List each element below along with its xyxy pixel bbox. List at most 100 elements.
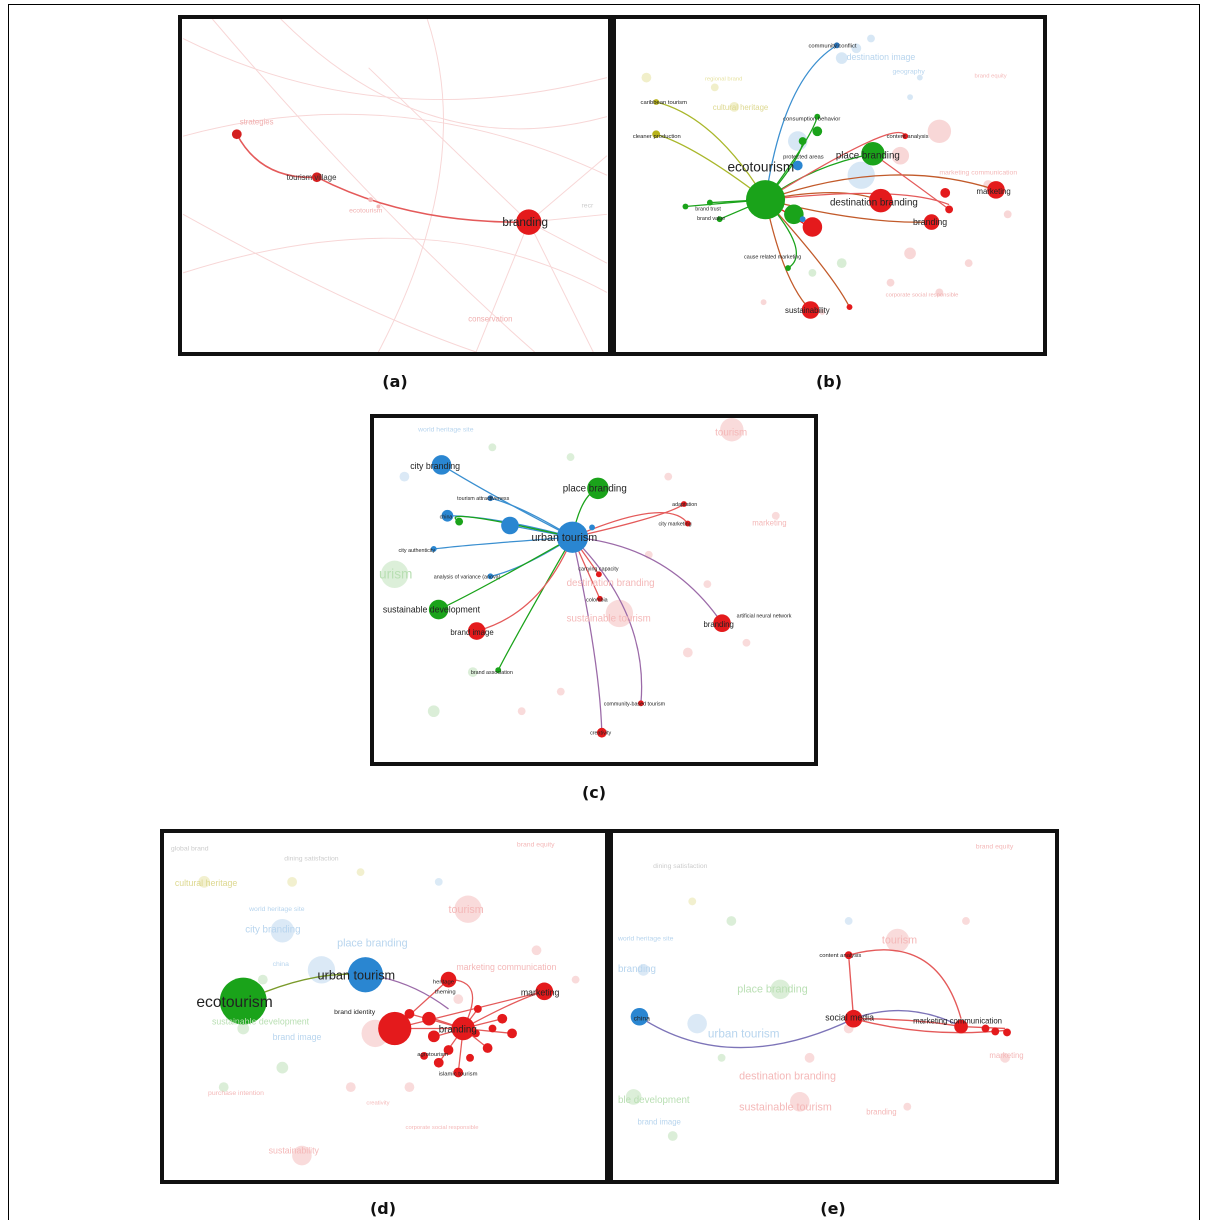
- label-brand-identity: brand identity: [334, 1009, 376, 1016]
- label-place-branding: place branding: [337, 937, 408, 949]
- node-consumer-behavior[interactable]: [814, 113, 821, 120]
- label-cause-related-marketing: cause related marketing: [744, 254, 801, 260]
- label-world-heritage-site: world heritage site: [417, 427, 474, 434]
- label-heritage: heritage: [433, 980, 454, 986]
- label-sustainable-development: sustainable development: [212, 1017, 310, 1027]
- label-marketing-communication: marketing communication: [939, 169, 1017, 176]
- label-brand-value: brand value: [697, 216, 725, 222]
- network-c: urban tourism city branding place brandi…: [379, 418, 792, 738]
- label-tourism: tourism: [882, 934, 917, 946]
- label-city-marketing: city marketing: [659, 522, 692, 528]
- label-sustainable-tourism: sustainable tourism: [567, 613, 651, 624]
- label-creativity: creativity: [366, 1101, 389, 1107]
- node-creativity[interactable]: [596, 727, 607, 738]
- node-city-branding[interactable]: [431, 455, 452, 475]
- node-social-media[interactable]: [844, 1009, 863, 1028]
- label-dining-satisfaction: dining satisfaction: [653, 863, 707, 870]
- label-world-heritage-site: world heritage site: [617, 936, 674, 943]
- node-strategies[interactable]: [231, 129, 242, 140]
- node-content-analysis[interactable]: [902, 133, 909, 140]
- label-marketing: marketing: [976, 187, 1010, 196]
- label-branding: branding: [913, 217, 947, 227]
- node-community-conflict[interactable]: [833, 42, 840, 49]
- panel-a: strategies tourism village branding ecot…: [178, 15, 612, 356]
- caption-b: (b): [815, 372, 843, 391]
- label-marketing-communication: marketing communication: [456, 962, 556, 972]
- node-ecotourism[interactable]: [219, 977, 267, 1025]
- node-brand-identity[interactable]: [404, 1008, 415, 1019]
- node-city-marketing[interactable]: [684, 520, 691, 527]
- node-china[interactable]: [441, 509, 454, 522]
- node-china[interactable]: [630, 1007, 649, 1026]
- network-d: ecotourism urban tourism branding market…: [171, 842, 580, 1166]
- label-branding: branding: [439, 1024, 477, 1035]
- label-place-branding: place branding: [737, 983, 808, 995]
- node-islamic-tourism[interactable]: [453, 1067, 464, 1078]
- node-brand-image[interactable]: [467, 622, 486, 640]
- label-tourism-partial: urism: [379, 566, 412, 581]
- node-ecotourism[interactable]: [746, 180, 786, 220]
- label-ecotourism: ecotourism: [727, 159, 794, 174]
- label-corporate-social-responsible: corporate social responsible: [406, 1125, 479, 1131]
- node-marketing[interactable]: [987, 181, 1005, 199]
- caption-a: (a): [382, 372, 408, 391]
- label-artificial-neural-network: artificial neural network: [737, 613, 792, 619]
- node-cause-related-marketing[interactable]: [785, 265, 791, 271]
- node-marketing[interactable]: [535, 982, 554, 1001]
- label-content-analysis: content analysis: [887, 134, 929, 140]
- label-world-heritage-site: world heritage site: [248, 906, 305, 913]
- label-purchase-intention: purchase intention: [208, 1090, 264, 1097]
- label-consumer-behavior: consumption behavior: [783, 117, 840, 123]
- node-protected-areas[interactable]: [798, 137, 807, 145]
- label-china: china: [440, 515, 453, 521]
- label-place-branding: place branding: [563, 483, 627, 494]
- node-agrotourism[interactable]: [433, 1057, 444, 1068]
- label-brand-image: brand image: [450, 628, 493, 637]
- node-carrying-capacity[interactable]: [595, 571, 602, 578]
- node-urban-tourism[interactable]: [347, 957, 384, 993]
- label-social-media: social media: [825, 1013, 874, 1023]
- node-branding[interactable]: [516, 209, 542, 235]
- node-analysis-of-variance[interactable]: [487, 573, 494, 580]
- node-place-branding[interactable]: [861, 142, 885, 166]
- node-tourism-attractiveness[interactable]: [487, 495, 494, 502]
- figure-frame: [8, 4, 1200, 1220]
- node-heritage[interactable]: [440, 971, 457, 988]
- node-urban-tourism[interactable]: [556, 521, 589, 553]
- node-brand-association[interactable]: [495, 667, 502, 674]
- label-agrotourism: agrotourism: [417, 1052, 448, 1058]
- node-adaptation[interactable]: [680, 501, 687, 507]
- node-branding[interactable]: [923, 214, 940, 230]
- label-marketing-communication: marketing communication: [913, 1017, 1002, 1026]
- node-tourism-red[interactable]: [378, 1011, 412, 1046]
- label-brand-equity: brand equity: [975, 74, 1007, 80]
- label-city-branding: city branding: [245, 925, 300, 936]
- node-branding[interactable]: [713, 614, 731, 633]
- label-colombia: colombia: [586, 598, 607, 604]
- node-cleaner-production[interactable]: [652, 130, 661, 139]
- label-city-authenticity: city authenticity: [399, 548, 436, 554]
- panel-e: china social media marketing communicati…: [609, 829, 1059, 1184]
- node-sustainability[interactable]: [801, 301, 820, 319]
- caption-c: (c): [581, 783, 607, 802]
- label-creativity: creativity: [590, 731, 611, 737]
- label-analysis-of-variance: analysis of variance (anova): [434, 574, 501, 580]
- node-content-analysis[interactable]: [844, 951, 853, 960]
- label-sustainability: sustainability: [269, 1146, 320, 1156]
- label-global-brand: global brand: [171, 846, 209, 853]
- label-destination-branding: destination branding: [830, 198, 918, 209]
- node-destination-branding[interactable]: [869, 188, 893, 213]
- node-colombia[interactable]: [596, 595, 603, 602]
- node-place-branding[interactable]: [587, 477, 609, 500]
- node-branding[interactable]: [451, 1016, 475, 1041]
- node-city-authenticity[interactable]: [430, 546, 437, 552]
- node-marketing-communication[interactable]: [954, 1019, 968, 1034]
- node-community-based-tourism[interactable]: [637, 700, 644, 707]
- network-b: ecotourism place branding destination br…: [633, 34, 1017, 319]
- node-caribbean-tourism[interactable]: [653, 99, 660, 105]
- node-tourism-village[interactable]: [311, 172, 322, 183]
- label-tourism: tourism: [715, 428, 747, 439]
- label-corporate-social-responsible: corporate social responsible: [886, 292, 959, 298]
- node-sustainable-development[interactable]: [428, 599, 449, 620]
- label-dining-satisfaction: dining satisfaction: [284, 855, 338, 862]
